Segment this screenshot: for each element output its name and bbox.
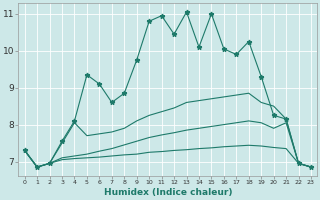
X-axis label: Humidex (Indice chaleur): Humidex (Indice chaleur)	[104, 188, 232, 197]
